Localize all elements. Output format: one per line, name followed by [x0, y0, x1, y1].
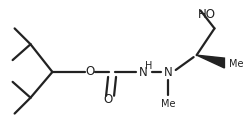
- Polygon shape: [196, 55, 224, 68]
- Text: Me: Me: [160, 99, 175, 109]
- Text: N: N: [138, 66, 147, 79]
- Text: N: N: [164, 66, 172, 79]
- Text: H: H: [145, 61, 152, 71]
- Text: HO: HO: [198, 8, 216, 21]
- Text: Me: Me: [230, 59, 244, 69]
- Text: O: O: [86, 65, 95, 79]
- Text: O: O: [104, 93, 113, 106]
